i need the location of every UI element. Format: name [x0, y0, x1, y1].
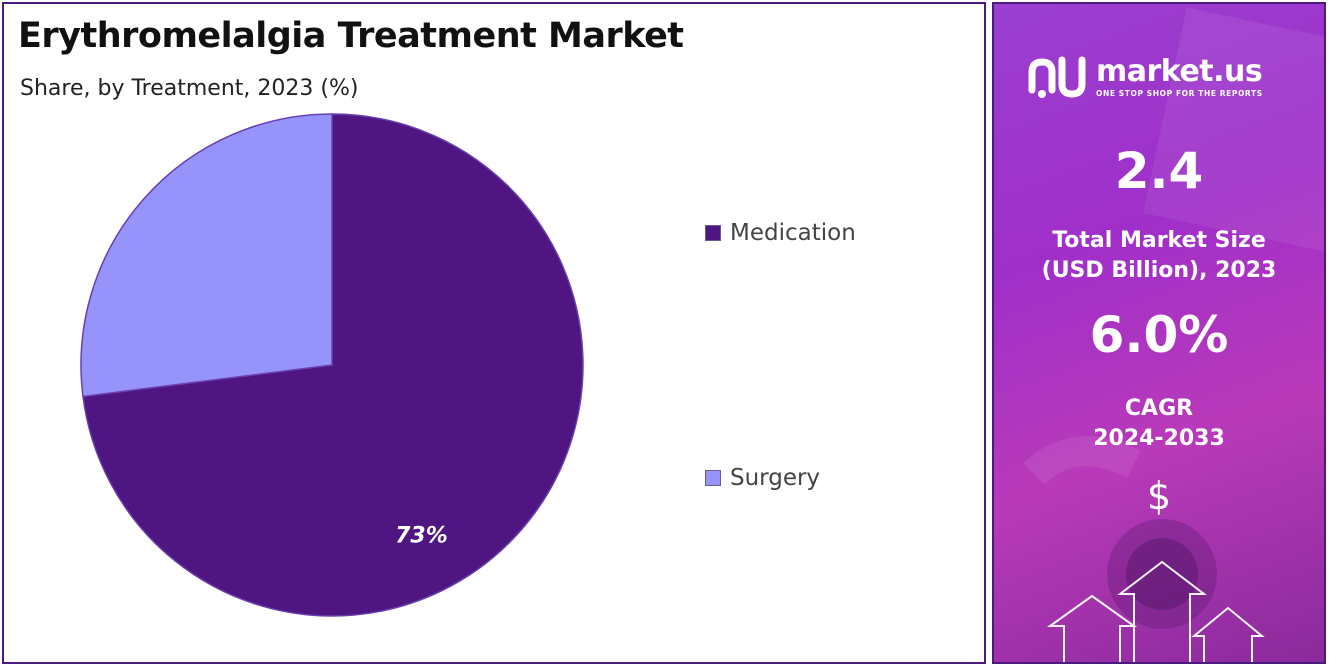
legend-label-surgery: Surgery [730, 465, 821, 491]
market-size-label-line1: Total Market Size [1052, 228, 1266, 253]
legend-item-medication: Medication [705, 220, 856, 246]
market-us-logo-icon [1028, 56, 1086, 98]
legend-item-surgery: Surgery [705, 465, 820, 491]
legend-label-medication: Medication [730, 220, 856, 246]
market-us-logo: market.us ONE STOP SHOP FOR THE REPORTS [1026, 54, 1263, 100]
market-size-label-line2: (USD Billion), 2023 [1041, 258, 1277, 283]
legend-swatch-surgery [705, 470, 721, 486]
market-size-value: 2.4 [1114, 142, 1204, 200]
cagr-label-line2: 2024-2033 [1093, 426, 1225, 451]
chart-panel: Erythromelalgia Treatment Market Share, … [2, 2, 986, 664]
pie-chart: 73% [80, 113, 584, 617]
dollar-icon: $ [1146, 474, 1172, 518]
growth-arrows-icon [1046, 560, 1265, 662]
summary-panel: market.us ONE STOP SHOP FOR THE REPORTS … [992, 2, 1326, 664]
cagr-value: 6.0% [1089, 306, 1229, 364]
chart-title: Erythromelalgia Treatment Market [18, 16, 684, 56]
chart-subtitle: Share, by Treatment, 2023 (%) [20, 76, 359, 101]
pie-label-medication: 73% [395, 523, 448, 548]
legend-swatch-medication [705, 225, 721, 241]
brand-tagline: ONE STOP SHOP FOR THE REPORTS [1096, 89, 1263, 98]
pie-slice-medication [82, 113, 584, 617]
background-decoration [1023, 7, 1324, 662]
cagr-label-line1: CAGR [1124, 396, 1194, 421]
pie-slice-surgery [80, 113, 333, 398]
brand-name: market.us [1096, 54, 1263, 89]
